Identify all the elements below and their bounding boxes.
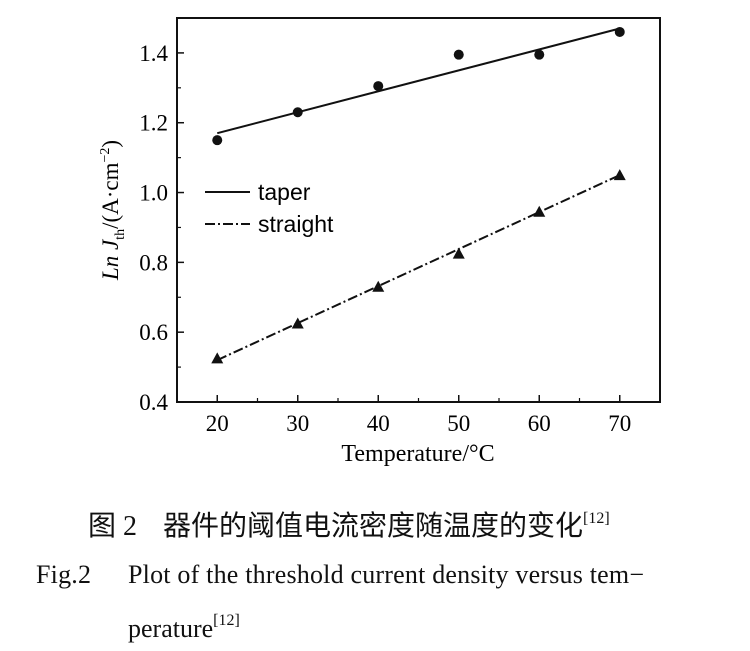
y-tick-label: 1.2 — [139, 111, 168, 136]
x-tick-label: 70 — [608, 411, 631, 436]
y-axis-label-sub: th — [113, 229, 128, 240]
data-point — [292, 107, 303, 118]
axes: 20 30 40 50 60 70 0.4 0.6 0.8 1.0 1.2 1.4 — [139, 17, 631, 436]
plot-frame — [176, 17, 661, 403]
y-axis-label-close: ) — [98, 140, 123, 148]
caption-zh-text: 器件的阈值电流密度随温度的变化 — [163, 511, 584, 542]
data-point — [373, 81, 384, 92]
y-axis-label-main: Ln J — [98, 238, 123, 281]
data-point — [452, 247, 465, 259]
legend: taper straight — [205, 179, 334, 237]
data-point — [613, 169, 626, 181]
caption-en-ref: [12] — [213, 612, 240, 629]
data-point — [211, 352, 224, 364]
y-tick-label: 0.8 — [139, 250, 168, 275]
caption-en-line2: perature[12] — [128, 612, 240, 644]
caption-zh-number: 图 2 — [88, 511, 138, 542]
caption-zh-ref: [12] — [583, 510, 610, 527]
y-tick-label: 0.6 — [139, 320, 168, 345]
x-tick-label: 40 — [367, 411, 390, 436]
data-point — [291, 317, 304, 329]
y-axis-label-sup: −2 — [98, 148, 113, 163]
data-point — [372, 280, 385, 292]
chart: 20 30 40 50 60 70 0.4 0.6 0.8 1.0 1.2 1.4 taper str… — [98, 17, 661, 467]
x-tick-label: 60 — [528, 411, 551, 436]
data-point — [212, 135, 223, 146]
y-tick-label: 1.0 — [139, 181, 168, 206]
caption-en-line1: Fig.2 Plot of the threshold current densi… — [36, 560, 644, 590]
legend-taper-label: taper — [258, 179, 311, 205]
data-point — [534, 49, 545, 60]
x-axis-label: Temperature/°C — [341, 441, 494, 467]
data-point — [453, 49, 464, 60]
x-tick-label: 30 — [286, 411, 309, 436]
series-layer — [211, 26, 626, 364]
y-tick-label: 1.4 — [139, 41, 168, 66]
series-taper — [212, 26, 625, 146]
fit-line-straight — [216, 174, 621, 362]
y-tick-label: 0.4 — [139, 390, 168, 415]
caption-zh: 图 2 器件的阈值电流密度随温度的变化[12] — [88, 504, 610, 544]
y-axis-label-rest: /(A·cm — [98, 162, 123, 229]
caption-en-text-2: perature — [128, 614, 214, 643]
caption-en-number: Fig.2 — [36, 560, 92, 589]
legend-straight-label: straight — [258, 211, 334, 237]
x-tick-label: 50 — [447, 411, 470, 436]
data-point — [533, 205, 546, 217]
data-point — [614, 26, 625, 37]
y-axis-label: Ln Jth/(A·cm−2) — [98, 140, 128, 281]
caption-en-text: Plot of the threshold current density ve… — [128, 560, 645, 589]
series-straight — [211, 169, 626, 364]
fit-line-taper — [216, 27, 621, 135]
x-tick-label: 20 — [206, 411, 229, 436]
